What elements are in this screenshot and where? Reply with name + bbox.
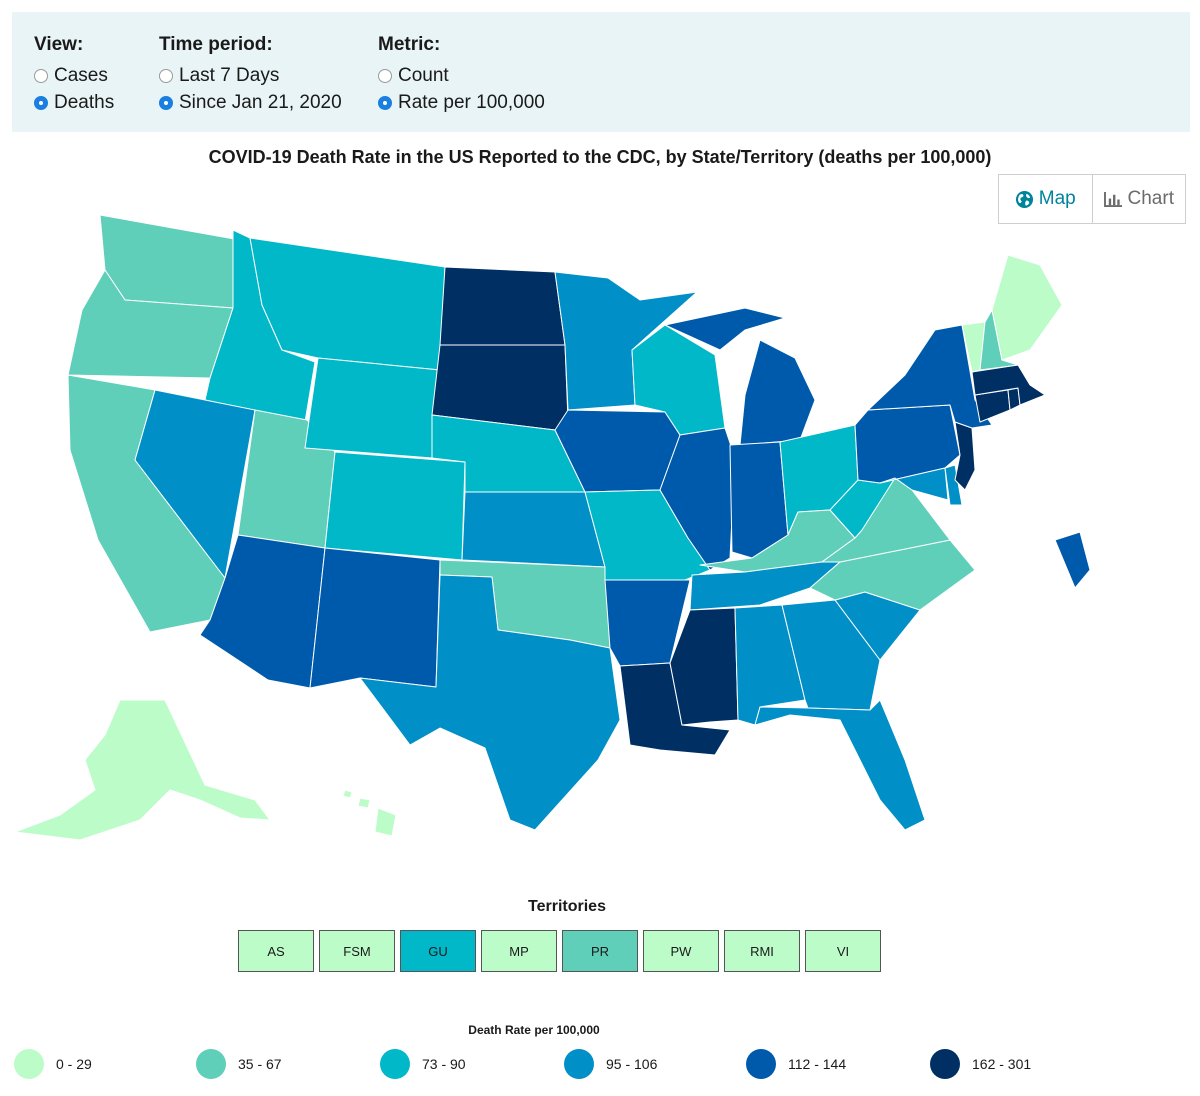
legend-swatch [564,1049,594,1079]
metric-label: Metric: [378,34,441,55]
view-option-cases[interactable]: Cases [34,62,114,89]
state-new-hampshire[interactable] [979,309,1019,371]
legend-item: 95 - 106 [564,1049,657,1079]
since-start-radio[interactable] [159,95,173,110]
state-connecticut[interactable] [974,389,1011,423]
metric-control-group: Metric: Count Rate per 100,000 [378,34,545,116]
map-title: COVID-19 Death Rate in the US Reported t… [208,147,992,167]
metric-option-rate[interactable]: Rate per 100,000 [378,89,545,116]
metric-option-count[interactable]: Count [378,62,545,89]
chart-toggle-button[interactable]: Chart [1091,175,1186,223]
bar-chart-icon [1103,191,1122,207]
state-wyoming[interactable] [304,357,441,459]
territory-fsm[interactable]: FSM [319,930,395,972]
chart-toggle-label: Chart [1127,188,1174,209]
legend-item: 0 - 29 [14,1049,92,1079]
legend-item: 73 - 90 [380,1049,466,1079]
territory-as[interactable]: AS [238,930,314,972]
cases-radio[interactable] [34,68,48,83]
state-colorado[interactable] [324,451,466,561]
legend-item: 112 - 144 [746,1049,846,1079]
legend-swatch [930,1049,960,1079]
us-choropleth-map [14,214,1091,841]
last-7-days-label: Last 7 Days [179,64,280,86]
state-mississippi[interactable] [669,607,739,726]
map-toggle-button[interactable]: Map [999,175,1092,223]
view-toggle: Map Chart [998,174,1186,224]
state-massachusetts[interactable] [971,364,1046,406]
territory-gu[interactable]: GU [400,930,476,972]
count-label: Count [398,64,449,86]
filter-controls-panel: View: Cases Deaths Time period: Last 7 D… [12,12,1190,132]
legend-label: 0 - 29 [56,1056,92,1072]
territory-pw[interactable]: PW [643,930,719,972]
legend-swatch [380,1049,410,1079]
state-new-mexico[interactable] [309,547,441,689]
since-start-label: Since Jan 21, 2020 [179,91,342,113]
state-hawaii[interactable] [342,789,397,837]
state-kansas[interactable] [461,491,606,568]
state-north-dakota[interactable] [439,266,566,346]
territories-row: AS FSM GU MP PR PW RMI VI [238,930,886,972]
legend-item: 162 - 301 [930,1049,1031,1079]
cases-label: Cases [54,64,108,86]
period-option-last-7-days[interactable]: Last 7 Days [159,62,342,89]
legend-swatch [14,1049,44,1079]
legend-swatch [196,1049,226,1079]
deaths-radio[interactable] [34,95,48,110]
view-option-deaths[interactable]: Deaths [34,89,114,116]
territory-vi[interactable]: VI [805,930,881,972]
state-florida[interactable] [754,699,926,831]
rate-label: Rate per 100,000 [398,91,545,113]
legend-label: 162 - 301 [972,1056,1032,1072]
deaths-label: Deaths [54,91,115,113]
state-alaska[interactable] [14,699,271,841]
globe-icon [1015,190,1033,208]
territory-pr[interactable]: PR [562,930,638,972]
view-label: View: [34,34,84,55]
territory-mp[interactable]: MP [481,930,557,972]
time-period-control-group: Time period: Last 7 Days Since Jan 21, 2… [159,34,342,116]
territories-title: Territories [528,898,606,915]
state-texas[interactable] [359,574,621,831]
period-option-since-start[interactable]: Since Jan 21, 2020 [159,89,342,116]
legend-label: 95 - 106 [606,1056,658,1072]
legend: 0 - 29 35 - 67 73 - 90 95 - 106 112 - 14… [14,1049,1194,1081]
last-7-days-radio[interactable] [159,68,173,83]
map-toggle-label: Map [1038,188,1076,209]
state-maine[interactable] [991,254,1063,361]
legend-title: Death Rate per 100,000 [468,1023,600,1037]
legend-item: 35 - 67 [196,1049,282,1079]
legend-label: 73 - 90 [422,1056,466,1072]
legend-swatch [746,1049,776,1079]
state-delaware[interactable] [944,464,963,506]
state-maryland[interactable] [879,467,949,501]
view-control-group: View: Cases Deaths [34,34,114,116]
legend-label: 112 - 144 [788,1056,847,1072]
territory-rmi[interactable]: RMI [724,930,800,972]
legend-label: 35 - 67 [238,1056,282,1072]
rate-radio[interactable] [378,95,392,110]
time-period-label: Time period: [159,34,273,55]
count-radio[interactable] [378,68,392,83]
state-district-of-columbia[interactable] [1054,531,1091,589]
